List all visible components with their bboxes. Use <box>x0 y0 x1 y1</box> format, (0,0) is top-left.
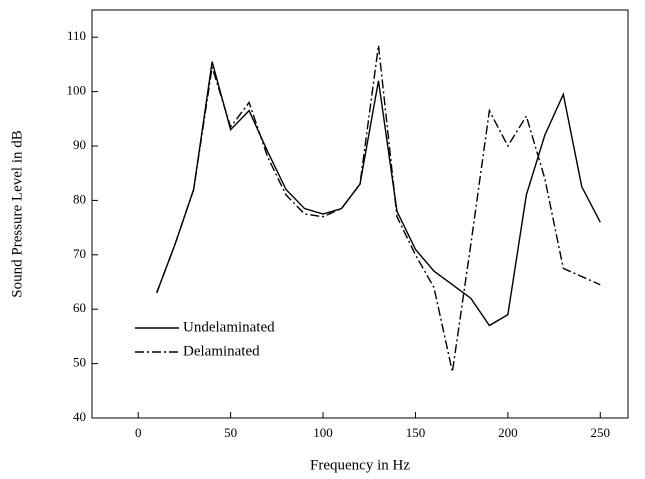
x-tick-label: 150 <box>406 425 426 440</box>
y-tick-label: 70 <box>73 246 86 261</box>
y-tick-label: 100 <box>67 83 87 98</box>
x-tick-label: 0 <box>135 425 142 440</box>
legend-text: Delaminated <box>183 343 260 359</box>
y-tick-label: 60 <box>73 300 86 315</box>
y-tick-label: 80 <box>73 191 86 206</box>
x-tick-label: 250 <box>591 425 611 440</box>
y-tick-label: 40 <box>73 409 86 424</box>
x-tick-label: 50 <box>224 425 237 440</box>
legend-text: Undelaminated <box>183 319 275 335</box>
y-tick-label: 50 <box>73 355 86 370</box>
y-axis-title: Sound Pressure Level in dB <box>9 130 25 297</box>
plot-frame <box>91 9 629 419</box>
x-tick-label: 200 <box>498 425 518 440</box>
series-line <box>156 45 601 372</box>
y-tick-label: 110 <box>67 28 86 43</box>
x-axis-title: Frequency in Hz <box>310 457 410 473</box>
series-line <box>156 61 601 327</box>
x-tick-label: 100 <box>313 425 333 440</box>
y-tick-label: 90 <box>73 137 86 152</box>
